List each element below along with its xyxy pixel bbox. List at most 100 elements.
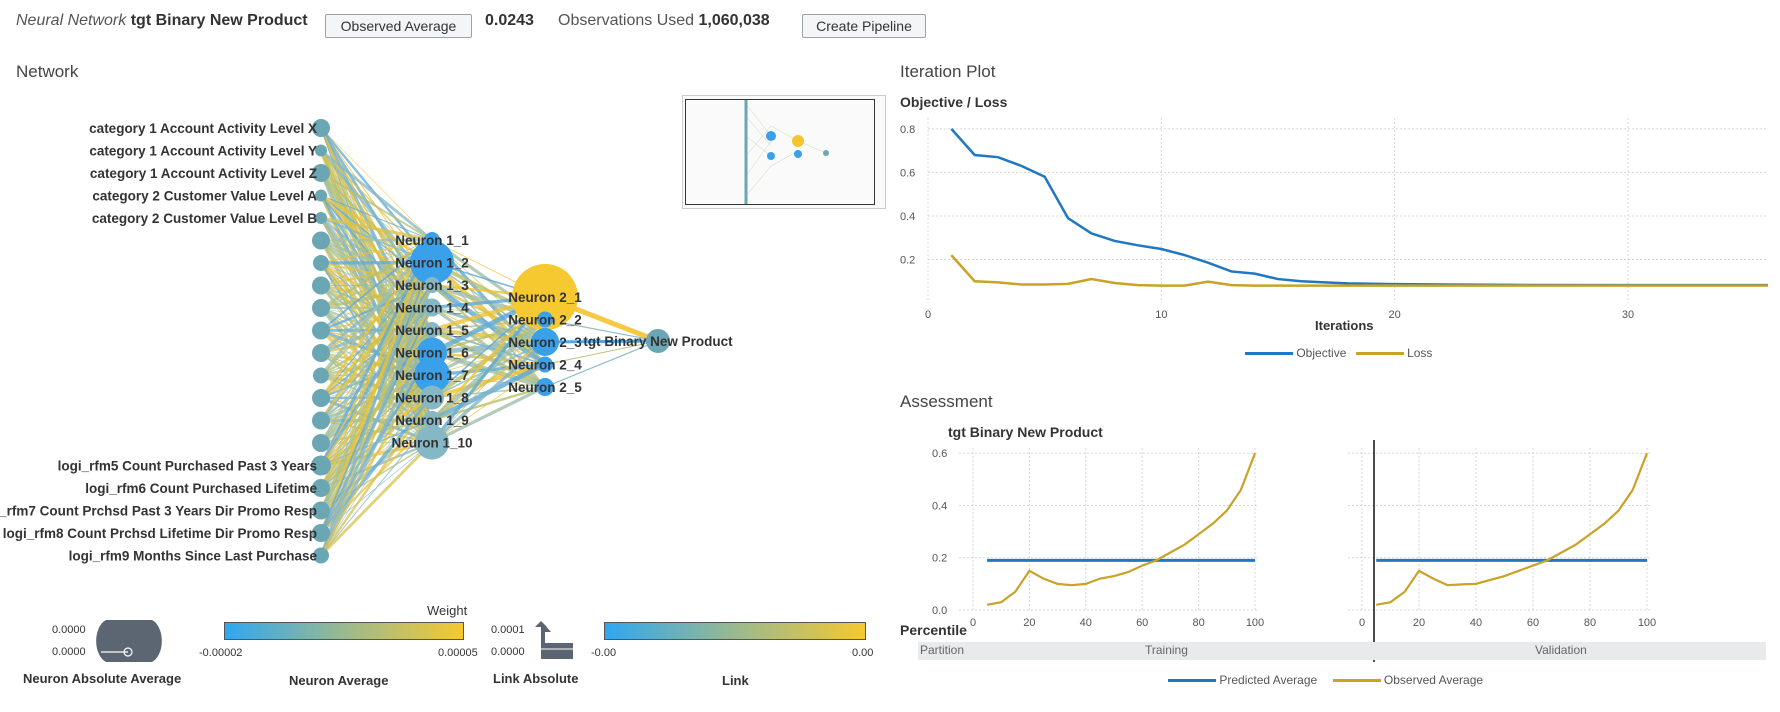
link [320,127,433,241]
loss-legend-swatch [1355,352,1404,356]
x-tick-label: 60 [1136,617,1148,629]
assessment-legend: Predicted Average Observed Average [1168,673,1483,687]
model-header: Neural Network tgt Binary New Product [16,12,308,30]
input-neuron [312,479,330,497]
link [430,340,547,444]
network-diagram[interactable]: category 1 Account Activity Level X categ… [0,80,890,620]
link-abs-value-top: 0.0001 [491,624,525,636]
input-neuron [315,212,327,224]
output-label: tgt Binary New Product [583,334,733,349]
hidden1-neuron [424,322,440,338]
hidden1-label: Neuron 1_1 [395,233,469,248]
assessment-chart-title: tgt Binary New Product [948,424,1103,440]
x-tick-label: 20 [1413,617,1425,629]
neuron-abs-legend-title: Neuron Absolute Average [23,671,182,686]
y-tick-label: 0.6 [932,448,947,460]
link-gradient [604,622,866,640]
network-overview-thumbnail[interactable] [682,95,886,209]
input-label: logi_rfm5 Count Purchased Past 3 Years [58,459,317,474]
input-neuron [312,231,330,250]
iteration-plot-title: Iteration Plot [900,62,996,81]
neuron-abs-value-top: 0.0000 [52,624,86,636]
hidden2-label: Neuron 2_3 [508,335,582,350]
weight-legend-title: Weight [427,603,468,618]
input-label: category 1 Account Activity Level X [89,121,317,136]
input-label: category 2 Customer Value Level A [92,189,317,204]
assessment-title: Assessment [900,392,993,411]
observed-average-value: 0.0243 [485,12,534,29]
input-neuron [312,299,330,317]
input-neuron [313,547,329,564]
hidden2-label: Neuron 2_4 [508,358,582,373]
hidden1-label: Neuron 1_9 [395,413,469,428]
neuron-abs-legend-graphic [96,620,162,662]
link [320,172,433,241]
x-tick-label: 20 [1389,309,1401,321]
hidden1-label: Neuron 1_4 [395,301,469,316]
hidden2-neuron [537,356,553,373]
iteration-xlabel: Iterations [1315,318,1374,333]
x-tick-label: 60 [1527,617,1539,629]
link-abs-value-bottom: 0.0000 [491,646,525,658]
link-min: -0.00 [591,647,617,659]
x-tick-label: 40 [1080,617,1092,629]
observed-average-line [1376,452,1649,606]
iteration-chart-title: Objective / Loss [900,94,1008,110]
input-neuron [312,389,330,407]
link [319,239,434,467]
x-tick-label: 0 [970,617,976,629]
neuron-abs-value-bottom: 0.0000 [52,646,86,658]
link [319,329,434,557]
input-label: logi_rfm9 Months Since Last Purchase [69,549,318,564]
hidden2-label: Neuron 2_2 [508,313,582,328]
assessment-chart[interactable]: 0.0 0.2 0.4 0.6 0 20 40 60 80 100 0 20 40 60 80 100 [900,440,1770,665]
loss-legend-label: Loss [1407,346,1433,360]
link [320,149,433,242]
hidden1-label: Neuron 1_2 [395,256,469,271]
input-neuron [312,501,330,520]
link [320,239,433,264]
link [431,319,546,443]
hidden1-neuron [420,385,444,410]
objective-line [950,128,1768,287]
hidden1-label: Neuron 1_3 [395,278,469,293]
link [320,396,433,557]
hidden1-label: Neuron 1_6 [395,346,469,361]
input-label: logi_rfm7 Count Prchsd Past 3 Years Dir … [0,504,317,519]
link-legend-title: Link [722,673,749,688]
link [544,340,659,365]
predicted-legend-label: Predicted Average [1219,673,1318,687]
iteration-plot-chart[interactable]: 0.2 0.4 0.6 0.8 0 10 20 30 [900,110,1770,350]
link [320,307,433,556]
input-label: logi_rfm8 Count Prchsd Lifetime Dir Prom… [3,526,317,541]
link [320,216,433,242]
partition-bar: Partition Training Validation [918,642,1766,660]
link [320,352,433,556]
y-tick-label: 0.2 [932,553,947,565]
y-tick-label: 0.4 [932,500,947,512]
link [319,284,434,557]
input-neuron [312,344,330,362]
y-tick-label: 0.8 [900,124,915,136]
link [320,419,433,556]
observed-legend-swatch [1332,679,1381,683]
input-neuron [312,276,330,295]
model-type: Neural Network [16,12,127,29]
input-neuron [312,524,330,542]
overview-viewport[interactable] [685,99,875,205]
link [320,195,433,241]
hidden2-neuron [537,311,553,328]
observations-used-label: Observations Used [558,12,695,29]
partition-label: Partition [920,643,965,657]
objective-legend-label: Objective [1296,346,1347,360]
y-tick-label: 0.0 [932,605,947,617]
create-pipeline-button[interactable]: Create Pipeline [802,14,926,38]
hidden1-neuron [423,298,441,317]
observed-average-button[interactable]: Observed Average [325,14,472,38]
input-neuron [312,411,330,430]
x-tick-label: 100 [1638,617,1656,629]
input-label: logi_rfm6 Count Purchased Lifetime [85,481,317,496]
observed-legend-label: Observed Average [1383,673,1484,687]
hidden1-label: Neuron 1_8 [395,391,469,406]
hidden2-neuron [512,264,578,330]
